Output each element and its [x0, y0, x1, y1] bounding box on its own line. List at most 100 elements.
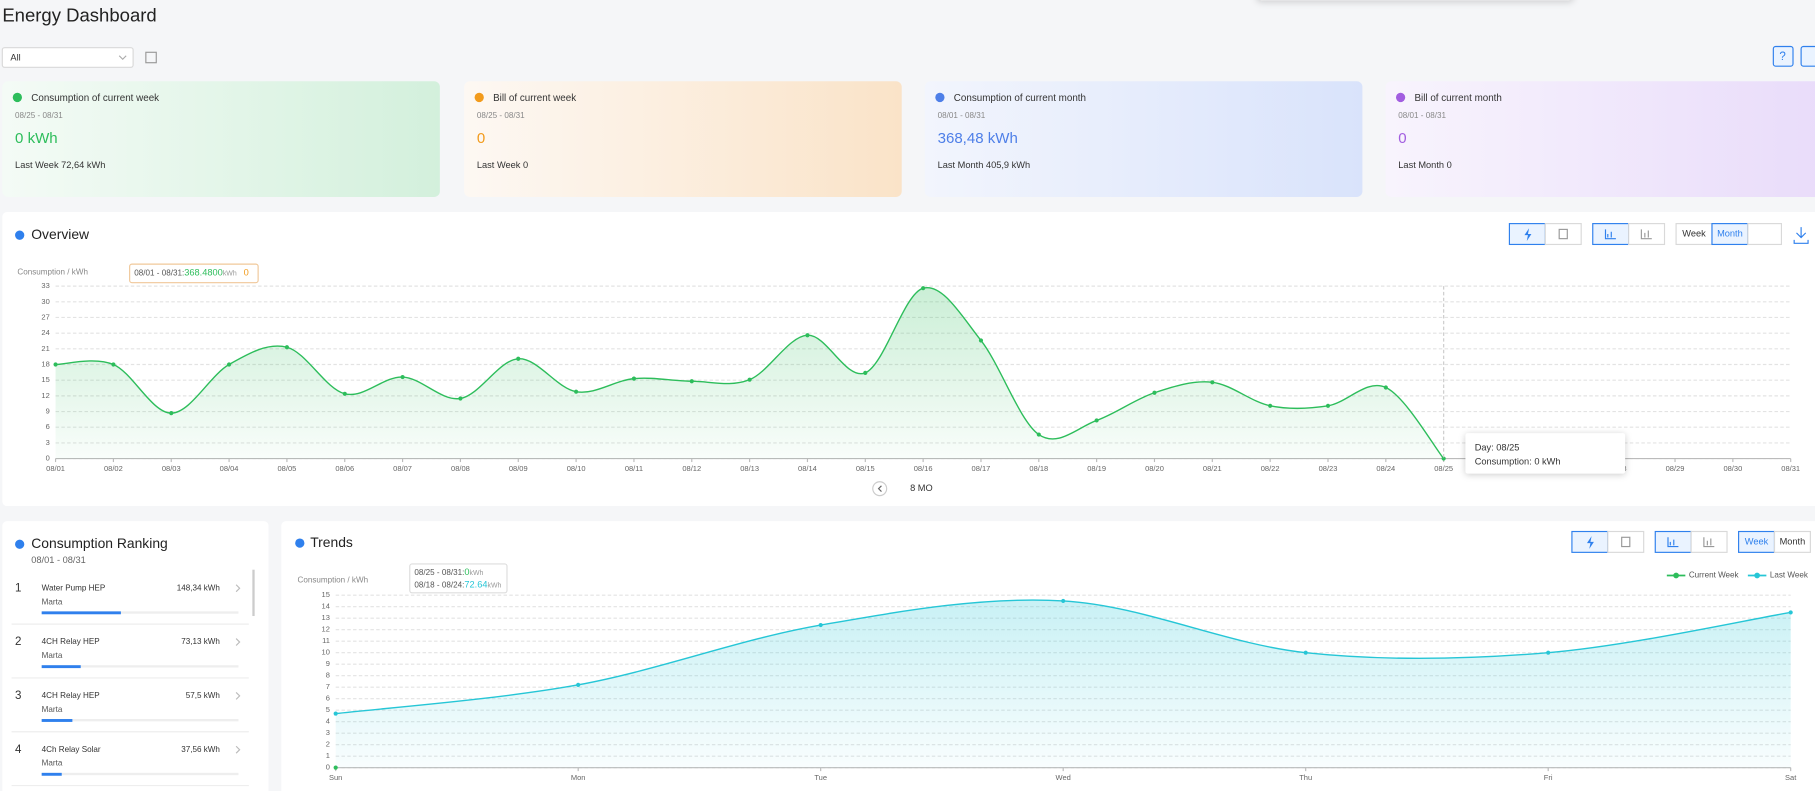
overview-title: Overview	[31, 226, 90, 242]
rank: 2	[15, 636, 21, 648]
range-label: Month	[1780, 536, 1806, 546]
y-tick-label: 15	[41, 375, 49, 384]
x-tick-label: Fri	[1544, 773, 1553, 782]
device-value: 57,5 kWh	[186, 691, 220, 700]
legend-label[interactable]: Last Week	[1770, 571, 1809, 580]
tooltip	[1465, 433, 1626, 474]
y-tick-label: 7	[326, 682, 330, 691]
range-label: Week	[1682, 228, 1706, 238]
point	[516, 356, 521, 361]
y-tick-label: 1	[326, 751, 330, 760]
x-tick-label: 08/17	[972, 464, 991, 473]
range-label: Month	[1717, 228, 1743, 238]
x-tick-label: 08/30	[1723, 464, 1742, 473]
card-date: 08/25 - 08/31	[15, 111, 63, 120]
summary-value: 368.4800	[184, 268, 223, 278]
card-last: Last Month 0	[1398, 160, 1451, 170]
card-date: 08/01 - 08/31	[1398, 111, 1446, 120]
trends-title: Trends	[310, 534, 353, 550]
summary-bill: 0	[244, 268, 249, 278]
point	[333, 711, 338, 716]
legend-label[interactable]: Current Week	[1689, 571, 1740, 580]
ranking-date: 08/01 - 08/31	[31, 555, 86, 565]
point	[226, 362, 232, 367]
device-value: 73,13 kWh	[181, 637, 220, 646]
summary-range: 08/01 - 08/31:	[134, 269, 184, 278]
chevron	[877, 485, 882, 492]
summary-unit: kWh	[223, 270, 237, 277]
y-tick-label: 9	[326, 659, 330, 668]
mode-button[interactable]	[1544, 223, 1582, 246]
help-button[interactable]	[1772, 45, 1794, 67]
point	[1325, 403, 1331, 408]
x-tick-label: 08/31	[1781, 464, 1800, 473]
bar-icon	[1703, 537, 1715, 548]
x-tick-label: Thu	[1299, 773, 1312, 782]
y-tick-label: 4	[326, 717, 330, 726]
x-tick-label: 08/13	[740, 464, 759, 473]
summary-unit: kWh	[470, 570, 484, 577]
device-name: 4CH Relay HEP	[42, 637, 100, 646]
x-tick-label: 08/05	[278, 464, 297, 473]
x-tick-label: 08/04	[220, 464, 239, 473]
point	[458, 396, 463, 401]
settings-icon[interactable]	[145, 51, 157, 64]
bolt-icon	[1586, 536, 1594, 549]
card-title: Bill of current week	[493, 93, 576, 104]
point	[284, 345, 289, 350]
card-value: 0	[1398, 130, 1406, 147]
y-axis-label: Consumption / kWh	[297, 575, 368, 584]
scrollbar[interactable]	[252, 569, 255, 617]
card	[2, 81, 440, 197]
y-tick-label: 30	[41, 297, 49, 306]
summary-unit: kWh	[488, 582, 502, 589]
range-button[interactable]	[1773, 530, 1811, 553]
card-last: Last Month 405,9 kWh	[938, 160, 1031, 170]
x-tick-label: 08/03	[162, 464, 181, 473]
point	[863, 370, 868, 375]
device-name: Water Pump HEP	[42, 583, 106, 592]
filter-select[interactable]	[1, 47, 134, 68]
device-value: 148,34 kWh	[177, 583, 220, 592]
device-owner: Marta	[42, 597, 63, 606]
y-tick-label: 33	[41, 281, 49, 290]
card-title: Consumption of current month	[954, 93, 1086, 104]
device-owner: Marta	[42, 759, 63, 768]
chevron	[235, 691, 241, 700]
y-tick-label: 0	[326, 763, 330, 772]
y-tick-label: 3	[326, 728, 330, 737]
x-tick-label: 08/16	[914, 464, 933, 473]
bill-icon	[1621, 536, 1631, 548]
chart-button[interactable]	[1690, 530, 1728, 553]
mode-button[interactable]	[1607, 530, 1645, 553]
calendar-button[interactable]	[1747, 223, 1783, 246]
y-tick-label: 11	[322, 636, 330, 645]
y-tick-label: 14	[322, 602, 330, 611]
card	[464, 81, 902, 197]
x-tick-label: 08/22	[1261, 464, 1280, 473]
x-tick-label: Sat	[1785, 773, 1797, 782]
x-tick-label: Tue	[814, 773, 827, 782]
card-value: 0	[477, 130, 485, 147]
x-tick-label: 08/15	[856, 464, 875, 473]
point	[1268, 403, 1273, 408]
device-name: 4Ch Relay Solar	[42, 745, 101, 754]
download-icon[interactable]	[1793, 227, 1809, 244]
y-tick-label: 21	[41, 344, 49, 353]
point	[689, 379, 694, 384]
bill-icon	[1558, 228, 1568, 240]
export-button[interactable]	[1800, 45, 1815, 67]
bar-track	[41, 772, 239, 776]
card-icon	[1395, 92, 1406, 103]
point	[1210, 380, 1215, 385]
chart-button[interactable]	[1628, 223, 1666, 246]
chevron	[235, 584, 241, 593]
y-tick-label: 12	[322, 625, 330, 634]
prev-button[interactable]	[872, 481, 888, 497]
card-last: Last Week 0	[477, 160, 528, 170]
x-tick-label: 08/18	[1029, 464, 1048, 473]
point	[576, 682, 581, 687]
bar-track	[41, 719, 239, 722]
y-tick-label: 5	[326, 705, 330, 714]
tooltip-day: Day: 08/25	[1475, 443, 1520, 453]
